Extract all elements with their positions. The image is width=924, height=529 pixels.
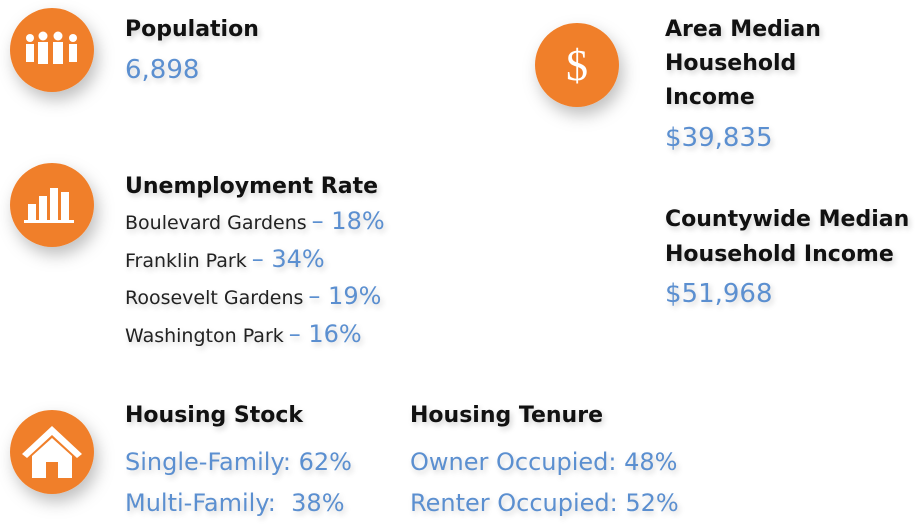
housing-stock-label: Housing Stock xyxy=(125,403,304,428)
svg-text:$: $ xyxy=(566,41,588,90)
unemployment-row: Roosevelt Gardens – 19% xyxy=(125,284,381,308)
housing-tenure-item: Renter Occupied: 52% xyxy=(410,489,679,517)
housing-stock-item: Multi-Family: 38% xyxy=(125,489,345,517)
unemployment-value: – 34% xyxy=(251,244,325,273)
unemployment-row: Washington Park – 16% xyxy=(125,322,362,346)
income-label: Income xyxy=(665,85,755,110)
house-icon xyxy=(10,410,94,494)
county-label: Countywide Median xyxy=(665,207,910,232)
county-label: Household Income xyxy=(665,242,894,267)
housing-stock-item: Single-Family: 62% xyxy=(125,448,352,476)
neighborhood-name: Washington Park xyxy=(125,324,284,347)
unemployment-value: – 19% xyxy=(308,282,382,310)
population-icon xyxy=(10,8,94,92)
neighborhood-name: Roosevelt Gardens xyxy=(125,287,304,309)
housing-tenure-item: Owner Occupied: 48% xyxy=(410,448,678,476)
unemployment-row: Franklin Park – 34% xyxy=(125,247,325,271)
population-label: Population xyxy=(125,17,259,42)
income-value: $39,835 xyxy=(665,123,773,153)
county-value: $51,968 xyxy=(665,279,773,309)
unemployment-value: – 16% xyxy=(288,319,362,348)
population-value: 6,898 xyxy=(125,55,200,85)
neighborhood-name: Franklin Park xyxy=(125,249,247,272)
unemployment-label: Unemployment Rate xyxy=(125,174,379,199)
income-label: Household xyxy=(665,51,797,76)
dollar-icon: $ xyxy=(535,23,619,107)
bar-chart-icon xyxy=(10,163,94,247)
unemployment-value: – 18% xyxy=(311,207,385,235)
neighborhood-name: Boulevard Gardens xyxy=(125,212,307,234)
unemployment-row: Boulevard Gardens – 18% xyxy=(125,209,385,233)
housing-tenure-label: Housing Tenure xyxy=(410,403,603,428)
income-label: Area Median xyxy=(665,17,821,42)
